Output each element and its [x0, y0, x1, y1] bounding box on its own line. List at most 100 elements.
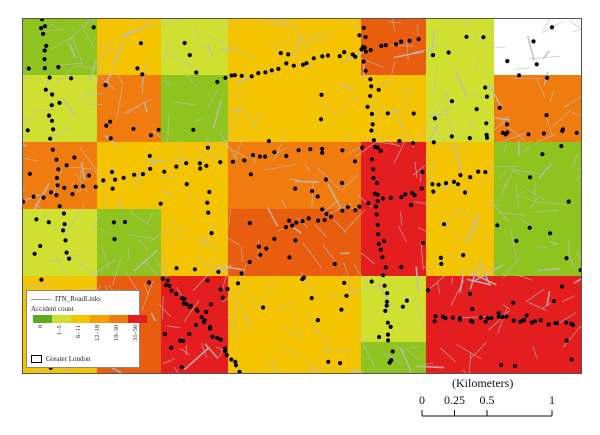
accident-point: [385, 291, 390, 296]
accident-point: [205, 145, 210, 150]
accident-point: [484, 121, 489, 126]
accident-point: [187, 53, 192, 58]
accident-point: [380, 255, 385, 260]
road-link: [143, 282, 149, 296]
accident-point: [564, 256, 569, 261]
road-link: [542, 19, 551, 32]
grid-cells: [23, 19, 581, 373]
legend-class-label: 19–30: [113, 325, 120, 342]
accident-point: [436, 182, 441, 187]
grid-cell: [494, 19, 581, 75]
road-link: [433, 65, 438, 94]
accident-point: [345, 205, 350, 210]
accident-point: [247, 259, 252, 265]
grid-cell: [161, 209, 228, 276]
accident-point: [416, 37, 421, 42]
accident-point: [450, 315, 455, 320]
accident-point: [187, 331, 192, 336]
road-link: [499, 131, 530, 143]
scale-line: [421, 410, 553, 417]
legend-swatch: [128, 315, 147, 323]
accident-point: [320, 54, 325, 59]
road-link: [312, 363, 316, 373]
accident-point: [56, 65, 61, 70]
road-link: [455, 71, 469, 98]
road-link: [450, 279, 465, 306]
road-link: [266, 207, 279, 227]
accident-point: [458, 316, 463, 321]
accident-point: [40, 19, 45, 22]
accident-point: [204, 309, 209, 315]
road-link: [322, 363, 338, 371]
road-link: [497, 307, 508, 334]
road-link: [232, 300, 238, 332]
road-link: [313, 97, 339, 117]
accident-point: [135, 66, 140, 71]
accident-point: [378, 148, 383, 153]
accident-point: [433, 314, 438, 319]
road-link: [302, 242, 323, 269]
road-link: [312, 37, 325, 41]
legend-color-ramp: [33, 315, 147, 323]
accident-point: [368, 77, 373, 82]
road-line-icon: [31, 298, 51, 300]
accident-point: [73, 184, 78, 189]
road-link: [425, 140, 445, 160]
accident-point: [63, 238, 68, 243]
accident-point: [377, 334, 382, 340]
road-link: [119, 199, 122, 209]
accident-point: [287, 218, 292, 223]
road-link: [467, 270, 497, 286]
road-link: [513, 170, 524, 176]
road-link: [130, 212, 152, 227]
road-link: [76, 187, 84, 193]
road-link: [121, 23, 153, 38]
accident-point: [276, 66, 281, 71]
accident-point: [540, 152, 545, 157]
accident-point: [296, 148, 301, 153]
grid-cell: [494, 142, 581, 209]
accident-point: [443, 316, 448, 321]
road-link: [23, 114, 40, 122]
accident-point: [131, 126, 136, 131]
road-link: [23, 143, 28, 148]
road-link: [291, 307, 296, 318]
accident-point: [340, 180, 345, 186]
road-link: [275, 147, 286, 155]
grid-cell: [426, 276, 494, 342]
accident-point: [41, 195, 46, 200]
accident-point: [278, 51, 283, 56]
road-link: [212, 100, 223, 129]
accident-point: [224, 353, 229, 358]
road-link: [498, 212, 526, 216]
road-link: [194, 42, 212, 50]
accident-point: [379, 43, 384, 48]
accident-point: [192, 267, 197, 272]
road-link: [280, 301, 283, 311]
road-link: [444, 104, 453, 134]
accident-point: [369, 128, 374, 133]
legend-class-label: 1–5: [56, 325, 63, 335]
road-link: [443, 147, 467, 149]
accident-point: [545, 75, 550, 80]
road-link: [340, 83, 354, 90]
road-link: [515, 274, 533, 281]
road-link: [153, 130, 161, 138]
accident-point: [534, 62, 539, 67]
road-link: [515, 185, 519, 210]
accident-point: [293, 238, 298, 243]
road-link: [287, 178, 301, 181]
accident-point: [306, 216, 311, 221]
road-link: [231, 106, 244, 113]
road-link: [235, 87, 245, 93]
accident-point: [70, 192, 75, 197]
accident-point: [101, 178, 106, 183]
road-link: [75, 65, 103, 69]
accident-point: [93, 184, 98, 189]
road-link: [356, 56, 384, 69]
road-link: [413, 164, 426, 176]
accident-point: [381, 273, 386, 278]
accident-point: [50, 147, 55, 152]
accident-point: [464, 34, 469, 39]
road-link: [473, 28, 477, 40]
